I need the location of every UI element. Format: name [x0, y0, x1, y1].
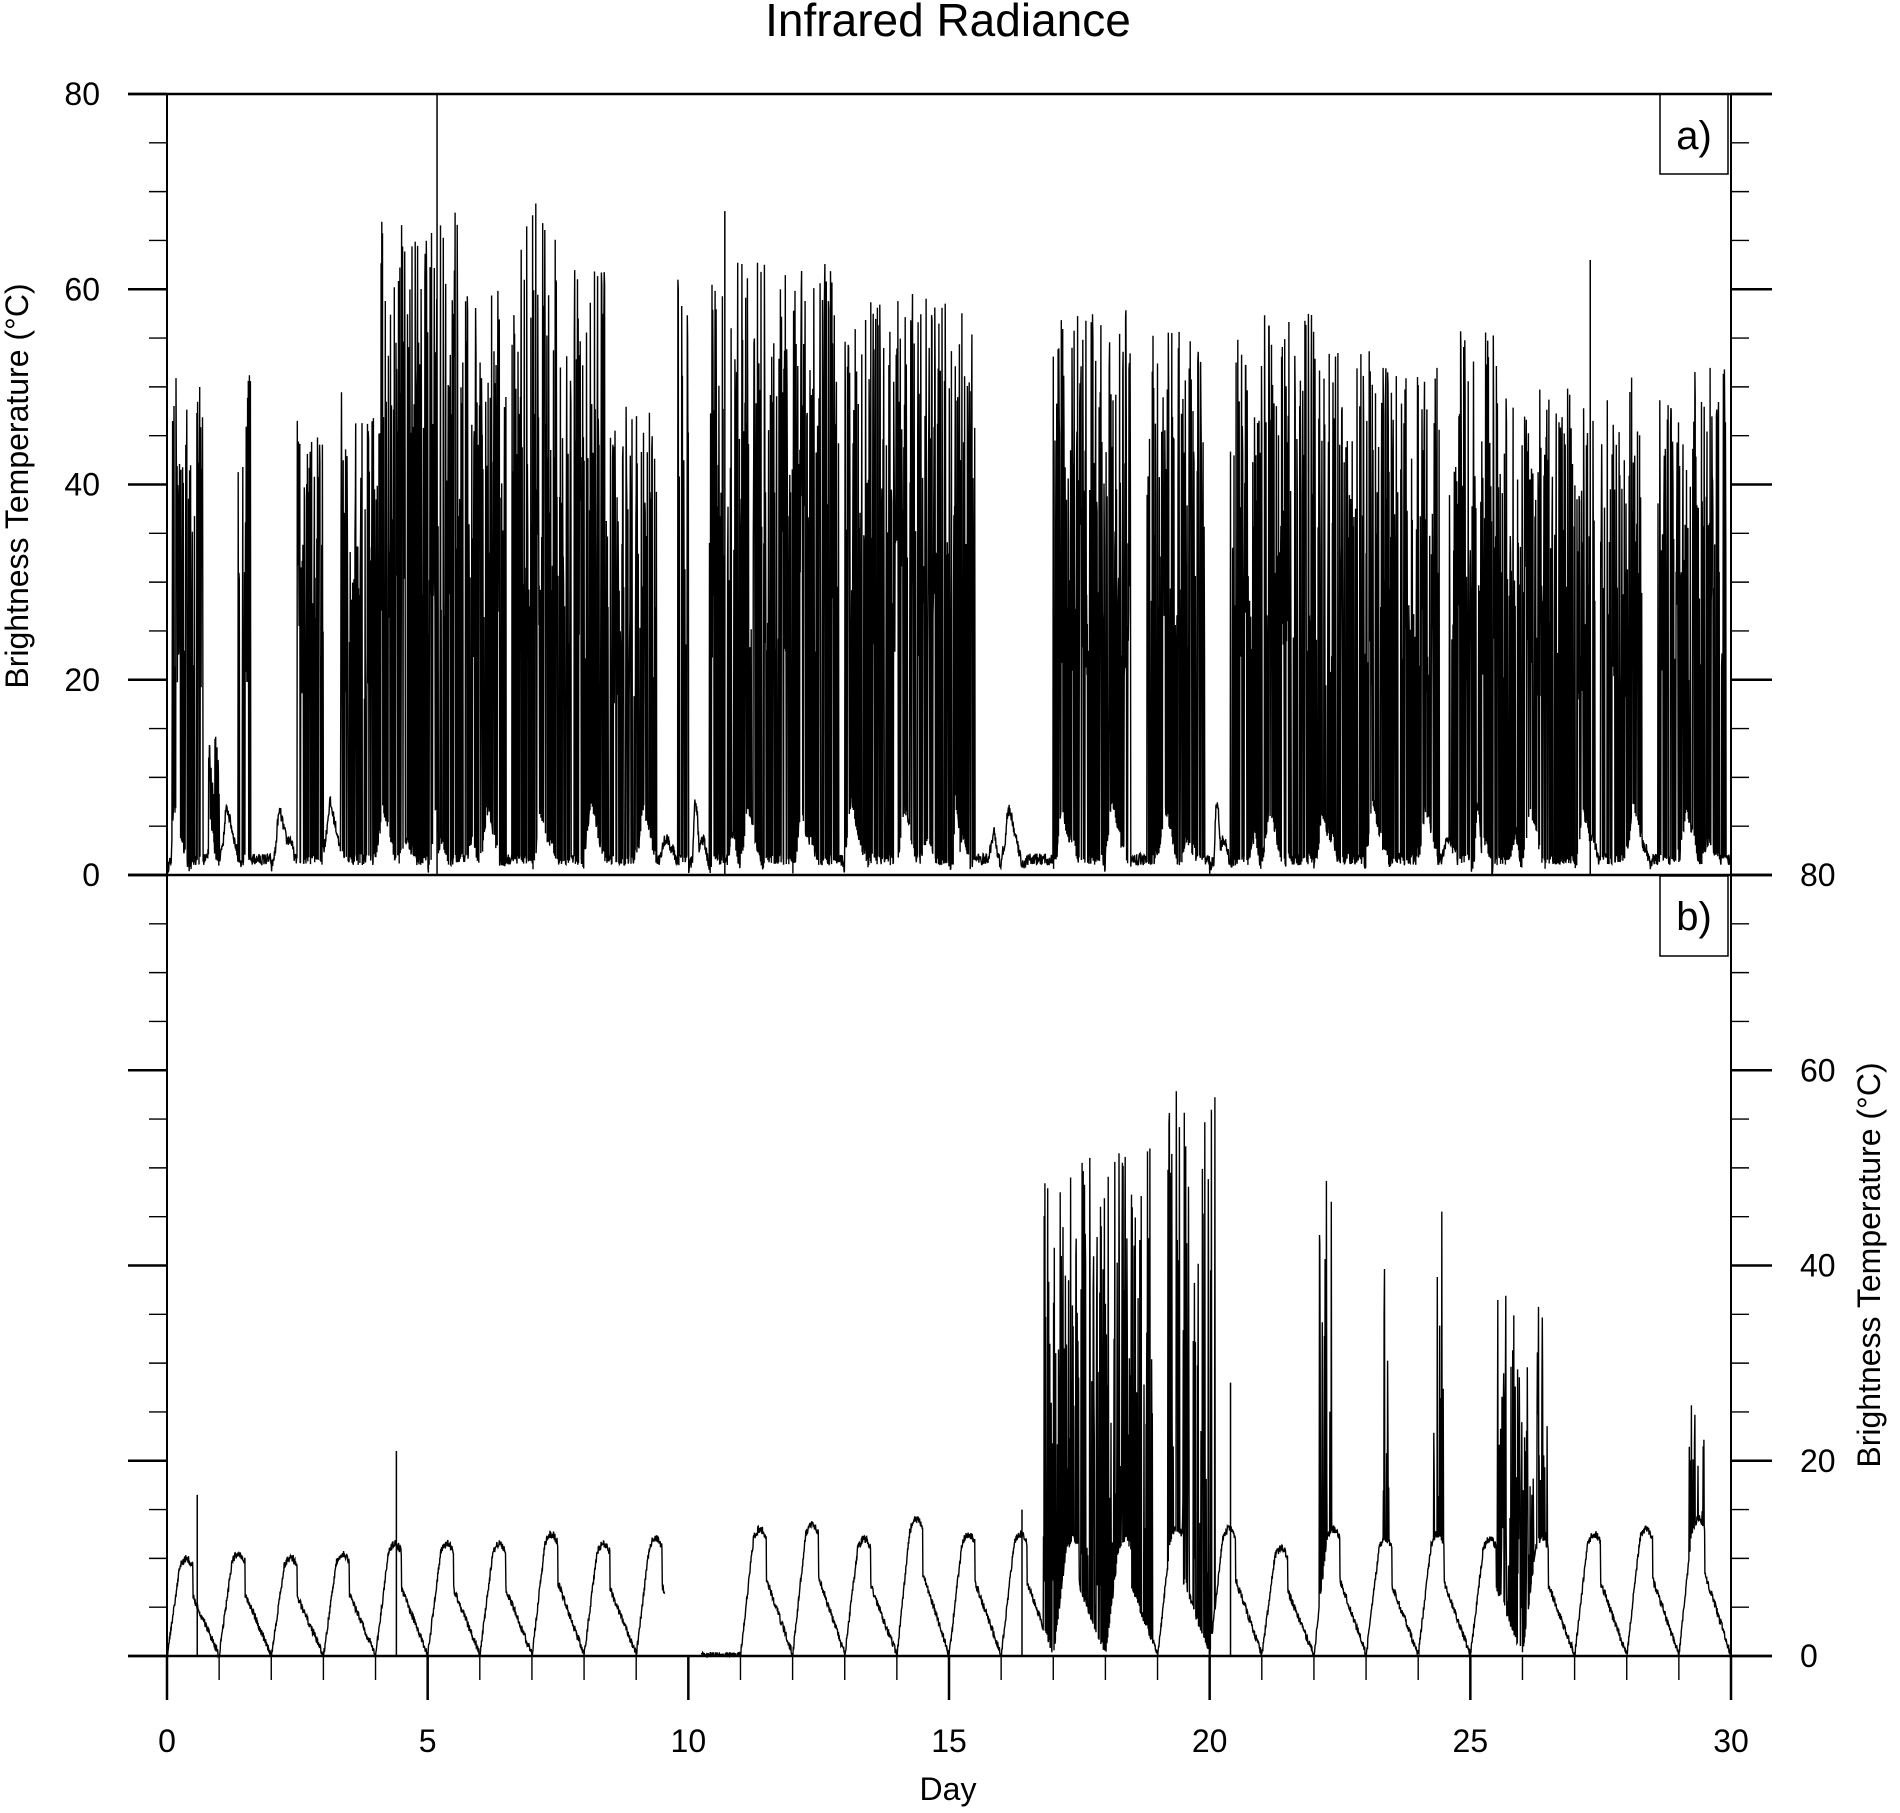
- panel-a: 0 20 40 60 80 a) Brightness Temperature (°C): [0, 76, 1772, 893]
- x-tick-label-3: 15: [931, 1723, 967, 1759]
- y-tick-label-a-2: 40: [64, 467, 100, 503]
- panel-label-box-a: [1659, 93, 1729, 175]
- y-tick-label-b-3: 60: [1800, 1052, 1836, 1088]
- y-tick-label-a-3: 60: [64, 271, 100, 307]
- x-tick-label-5: 25: [1453, 1723, 1489, 1759]
- y-tick-label-b-4: 80: [1800, 857, 1836, 893]
- series-line-a: [166, 203, 1732, 877]
- y-tick-label-b-2: 40: [1800, 1248, 1836, 1284]
- panel-label-b: b): [1676, 895, 1712, 939]
- x-axis-label: Day: [920, 1771, 977, 1807]
- chart-title: Infrared Radiance: [765, 0, 1131, 46]
- x-axis: 0 5 10 15 20 25 30: [128, 92, 1772, 1759]
- x-tick-label-2: 10: [671, 1723, 707, 1759]
- x-tick-label-0: 0: [158, 1723, 176, 1759]
- y-tick-label-a-4: 80: [64, 76, 100, 112]
- axes-panel-b: 0 20 40 60 80: [128, 857, 1836, 1674]
- panel-label-box-b: [1659, 875, 1729, 957]
- series-line-b: [166, 1091, 1732, 1659]
- y-axis-label-a: Brightness Temperature (°C): [0, 283, 35, 688]
- y-tick-label-b-0: 0: [1800, 1638, 1818, 1674]
- series-panel-b: [166, 1091, 1732, 1659]
- x-tick-label-4: 20: [1192, 1723, 1228, 1759]
- x-tick-label-1: 5: [419, 1723, 437, 1759]
- y-axis-label-b: Brightness Temperature (°C): [1851, 1062, 1887, 1467]
- series-panel-a: [166, 94, 1732, 877]
- y-tick-label-b-1: 20: [1800, 1443, 1836, 1479]
- x-tick-label-6: 30: [1713, 1723, 1749, 1759]
- panel-label-a: a): [1676, 114, 1712, 158]
- panel-b: 0 20 40 60 80 b) Brightness Temperature (°C): [128, 857, 1887, 1674]
- y-tick-label-a-1: 20: [64, 662, 100, 698]
- y-tick-label-a-0: 0: [82, 857, 100, 893]
